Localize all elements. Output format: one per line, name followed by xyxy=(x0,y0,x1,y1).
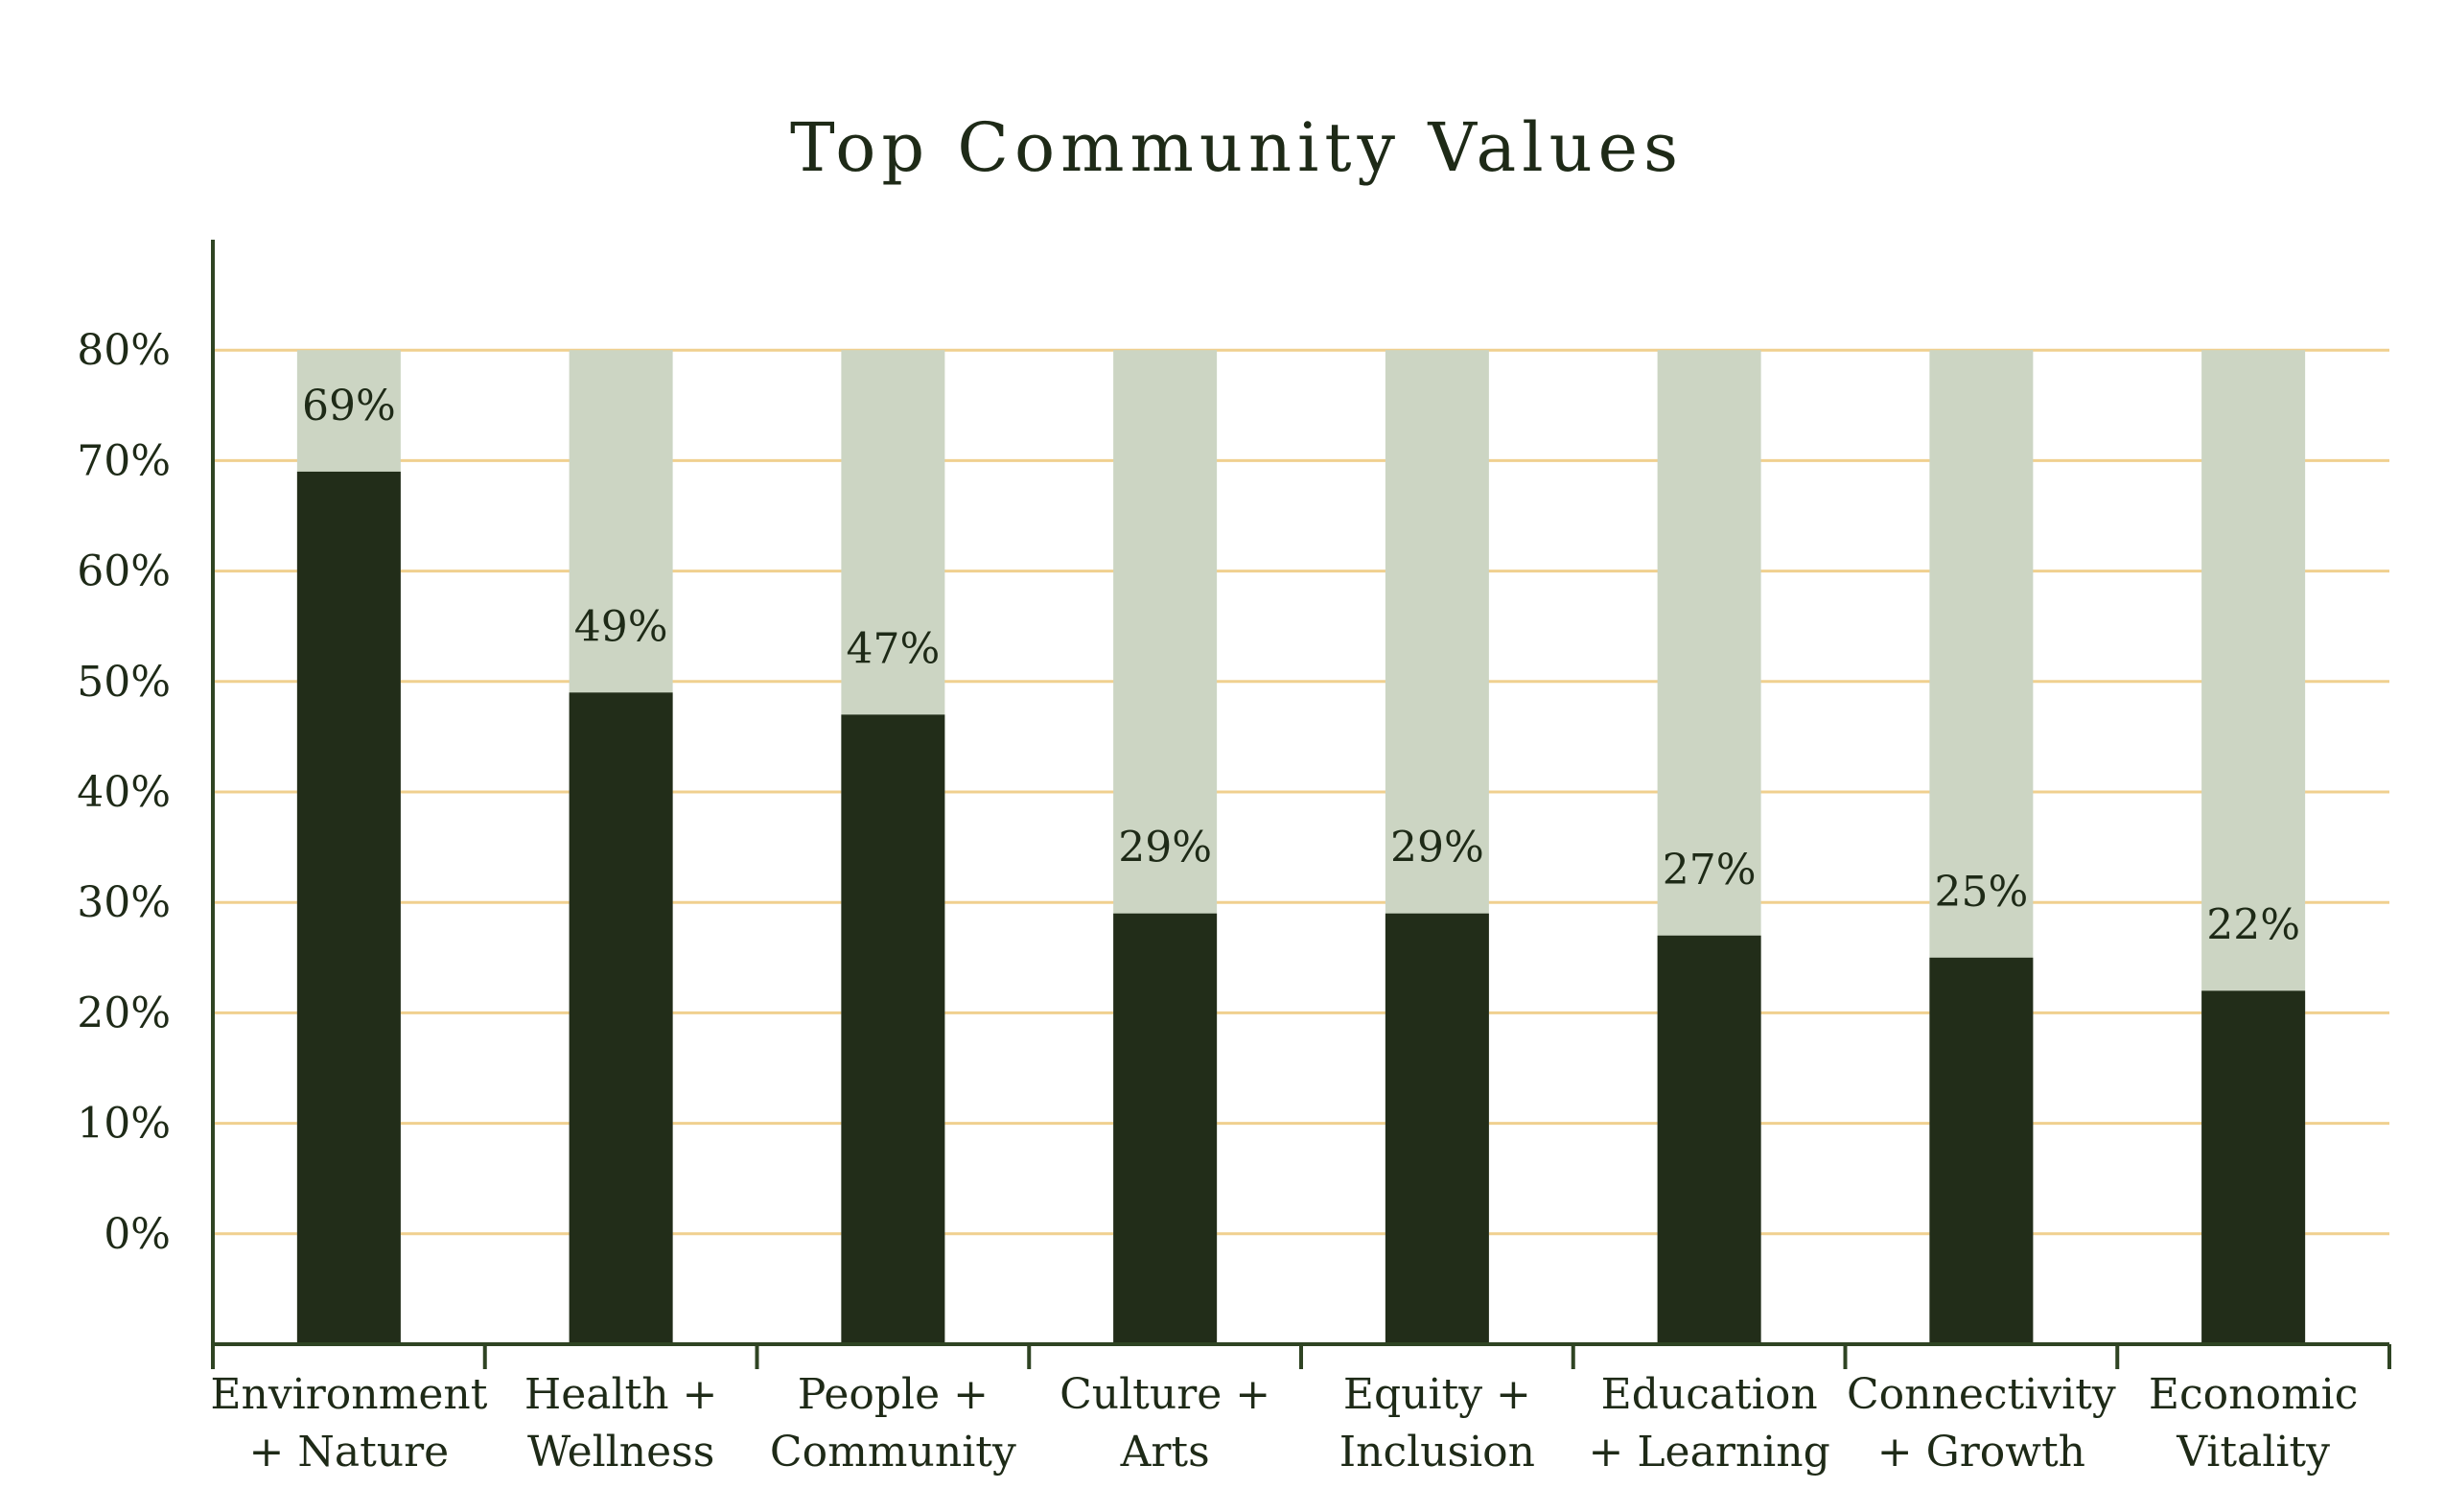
data-label: 49% xyxy=(574,602,668,651)
gridlines xyxy=(213,348,2389,1236)
x-category-label: Economic xyxy=(2149,1370,2359,1419)
x-category-label: People + xyxy=(798,1370,989,1419)
value-bar xyxy=(2201,990,2306,1344)
x-category-label: Education xyxy=(1601,1370,1818,1419)
x-category-label: + Learning xyxy=(1588,1428,1829,1477)
x-category-label: Wellness xyxy=(527,1428,714,1477)
axes xyxy=(211,240,2391,1369)
x-category-label: Vitality xyxy=(2176,1428,2330,1477)
value-bar xyxy=(1113,913,1218,1344)
y-tick-label: 30% xyxy=(77,878,171,927)
data-label: 22% xyxy=(2206,900,2300,949)
y-tick-label: 20% xyxy=(77,989,171,1037)
value-bar xyxy=(569,692,673,1344)
y-tick-label: 40% xyxy=(77,768,171,817)
x-category-label: Equity + xyxy=(1343,1370,1531,1419)
value-bar xyxy=(1385,913,1489,1344)
y-tick-label: 10% xyxy=(77,1100,171,1149)
x-category-label: Connectivity xyxy=(1847,1370,2116,1419)
labels: 0% 10% 20% 30% 40% 50% 60% 70% 80% 69% Environment… xyxy=(77,326,2358,1477)
chart-title: Top Community Values xyxy=(790,108,1684,187)
value-bars xyxy=(296,471,2306,1344)
x-category-label: Community xyxy=(770,1428,1016,1477)
data-label: 25% xyxy=(1934,868,2028,917)
y-tick-label: 50% xyxy=(77,658,171,707)
y-tick-label: 0% xyxy=(104,1210,171,1259)
y-tick-label: 80% xyxy=(77,326,171,375)
x-category-label: Environment xyxy=(210,1370,487,1419)
x-category-label: + Nature xyxy=(249,1428,450,1477)
data-label: 29% xyxy=(1390,824,1484,872)
data-label: 47% xyxy=(846,624,940,673)
data-label: 29% xyxy=(1118,824,1212,872)
x-category-label: Arts xyxy=(1120,1428,1210,1477)
data-label: 69% xyxy=(302,382,396,430)
value-bar xyxy=(841,714,945,1344)
data-label: 27% xyxy=(1663,846,1757,895)
y-tick-label: 70% xyxy=(77,436,171,485)
x-category-label: Health + xyxy=(524,1370,718,1419)
value-bar xyxy=(1657,935,1761,1344)
value-bar xyxy=(296,471,401,1344)
value-bar xyxy=(1929,957,2034,1344)
x-category-label: + Growth xyxy=(1877,1428,2085,1477)
x-category-label: Culture + xyxy=(1060,1370,1270,1419)
y-tick-label: 60% xyxy=(77,547,171,596)
x-category-label: Inclusion xyxy=(1339,1428,1535,1477)
